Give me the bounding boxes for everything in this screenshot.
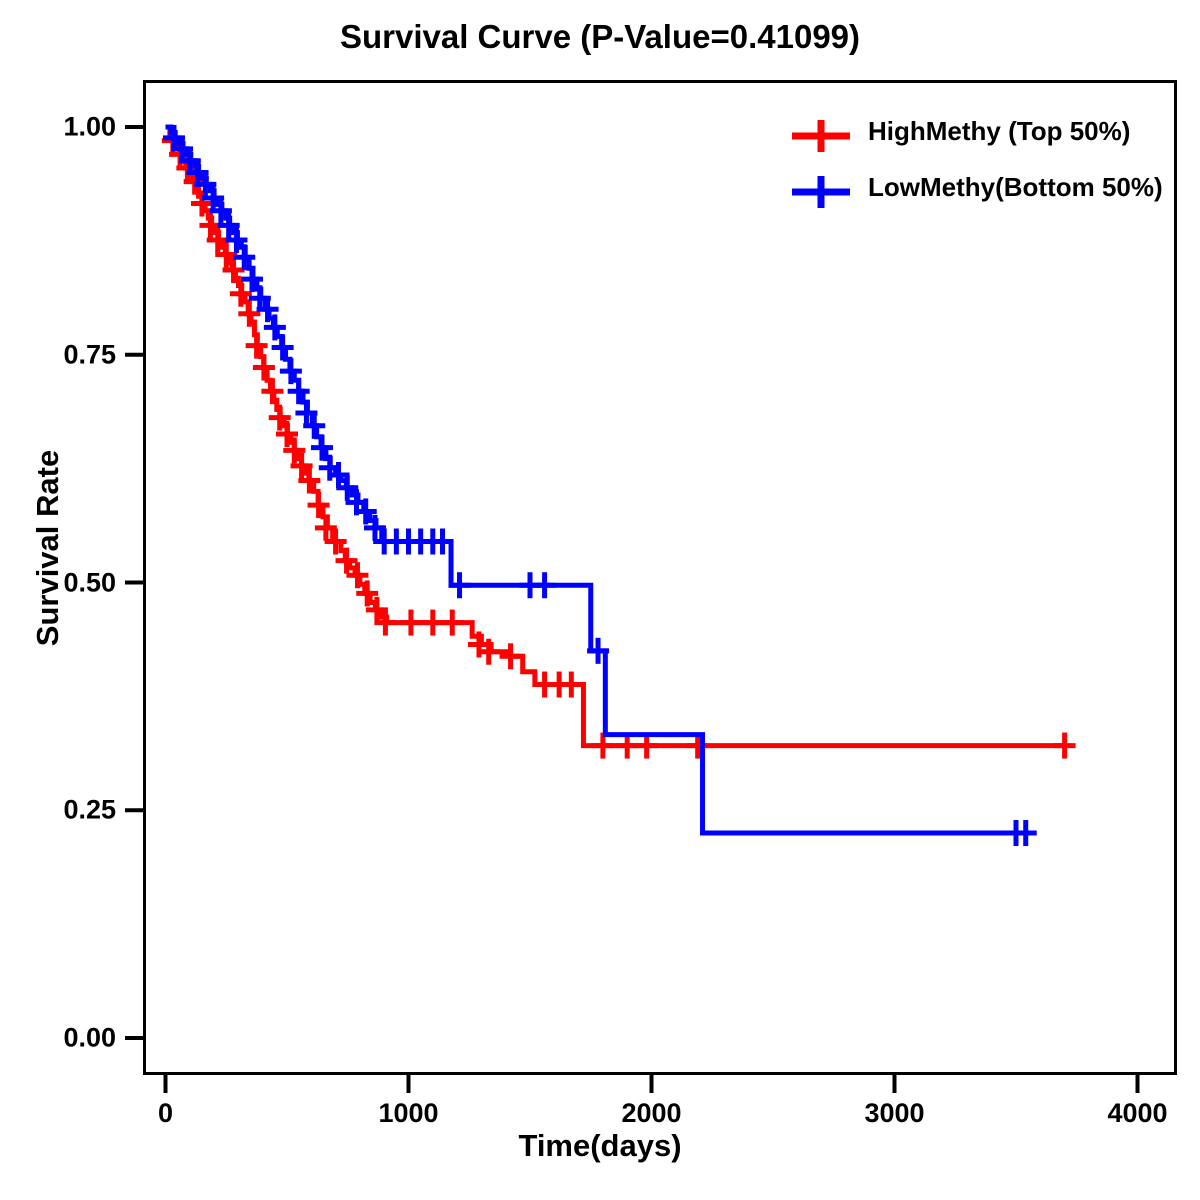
x-tick-label: 3000 (864, 1098, 925, 1128)
x-tick-label: 4000 (1107, 1098, 1168, 1128)
x-tick-label: 2000 (621, 1098, 682, 1128)
plus-marker-icon (792, 176, 850, 208)
x-tick-label: 0 (157, 1098, 174, 1128)
legend-item-low-methy[interactable]: LowMethy(Bottom 50%) (790, 164, 1170, 220)
legend-item-high-methy[interactable]: HighMethy (Top 50%) (790, 108, 1170, 164)
y-tick-label: 0.75 (63, 339, 116, 370)
x-tick-label: 1000 (378, 1098, 439, 1128)
legend-label-low-methy: LowMethy(Bottom 50%) (868, 172, 1163, 202)
y-axis-title: Survival Rate (30, 449, 65, 647)
plot-area (143, 80, 1177, 1075)
chart-legend: HighMethy (Top 50%) LowMethy(Bottom 50%) (790, 108, 1170, 220)
plus-marker-icon (792, 120, 850, 152)
y-tick-label: 0.00 (63, 1022, 116, 1053)
x-axis-title: Time(days) (518, 1128, 682, 1163)
chart-title: Survival Curve (P-Value=0.41099) (339, 18, 861, 55)
y-tick-label: 1.00 (63, 111, 116, 142)
y-tick-label: 0.50 (63, 567, 116, 597)
y-tick-label: 0.25 (63, 794, 116, 825)
legend-label-high-methy: HighMethy (Top 50%) (868, 116, 1131, 146)
